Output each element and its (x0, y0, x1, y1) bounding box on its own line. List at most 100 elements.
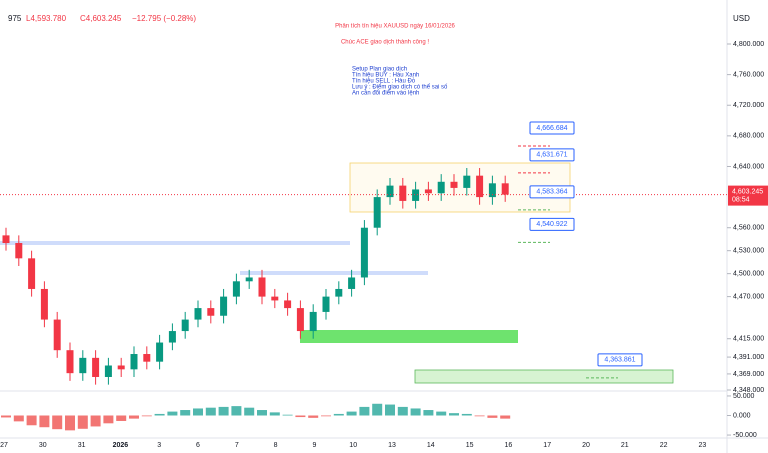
buy-zone (300, 330, 518, 343)
price-level-box (529, 185, 575, 199)
macd-bar (410, 408, 421, 416)
annotation-note: Tín hiệu BUY : Hàu Xanh (352, 73, 419, 79)
macd-bar (257, 410, 267, 416)
candle-body (437, 181, 445, 194)
candle-body (476, 175, 484, 198)
candle-body (168, 331, 176, 343)
last-price-label: 4,603.245 (732, 188, 763, 195)
macd-bar (487, 415, 498, 418)
candle-body (386, 185, 394, 198)
y-tick-label: 4,415.000 (733, 336, 764, 343)
ohlc-change: −12.795 (−0.28%) (132, 14, 196, 23)
macd-bar (154, 413, 165, 416)
candle-body (335, 288, 343, 297)
x-tick-label: 6 (196, 442, 200, 449)
candle-body (412, 189, 420, 201)
candle-body (463, 175, 471, 188)
macd-bar (77, 415, 88, 429)
candle-body (117, 365, 125, 370)
candle-body (360, 227, 368, 278)
candle-body (2, 235, 10, 244)
price-level-label: 4,363.861 (604, 357, 635, 364)
macd-bar (205, 407, 216, 416)
x-tick-label: 9 (312, 442, 316, 449)
y-tick-label: 4,530.000 (733, 248, 764, 255)
y-tick-label: 4,760.000 (733, 71, 764, 78)
last-price-tag (728, 185, 768, 206)
macd-bar (231, 406, 242, 416)
macd-bar (193, 408, 203, 416)
candle-body (28, 258, 36, 289)
macd-bar (65, 415, 75, 431)
macd-bar (423, 410, 434, 416)
candle-body (143, 354, 151, 362)
x-tick-label: 31 (78, 442, 86, 449)
macd-tick-label: -50.000 (733, 432, 757, 439)
candle-body (296, 308, 304, 332)
candle-body (92, 357, 100, 377)
macd-bar (218, 406, 229, 416)
macd-bar (397, 406, 408, 416)
x-tick-label: 8 (274, 442, 278, 449)
price-level-label: 4,583.364 (536, 189, 567, 196)
price-level-box (529, 217, 575, 231)
countdown-label: 08:54 (732, 196, 750, 203)
macd-bar (103, 415, 114, 424)
candle-body (79, 357, 87, 374)
macd-bar (474, 415, 485, 417)
x-tick-label: 15 (466, 442, 474, 449)
macd-tick-label: 50.000 (733, 393, 755, 400)
macd-bar (90, 415, 101, 427)
candle-body (104, 365, 112, 377)
ohlc-open: 975 (8, 14, 22, 23)
candle-body (450, 181, 458, 188)
price-level-box (529, 121, 575, 135)
macd-bar (269, 412, 280, 416)
x-tick-label: 17 (543, 442, 551, 449)
price-level-label: 4,666.684 (536, 125, 567, 132)
candle-body (181, 319, 189, 332)
candle-body (245, 277, 253, 282)
y-tick-label: 4,640.000 (733, 163, 764, 170)
macd-bar (244, 407, 255, 416)
macd-bar (308, 415, 319, 418)
price-level-label: 4,540.922 (536, 221, 567, 228)
macd-bar (167, 411, 178, 416)
macd-bar (116, 415, 127, 421)
resistance-line (240, 271, 428, 275)
candle-body (399, 185, 407, 201)
candle-body (194, 308, 202, 320)
macd-bar (13, 415, 24, 422)
currency[interactable]: USD (733, 14, 750, 23)
y-tick-label: 4,369.000 (733, 371, 764, 378)
candle-body (66, 350, 74, 374)
macd-bar (436, 411, 447, 416)
candle-body (15, 243, 23, 259)
candle-body (348, 277, 356, 289)
annotation-note: Lưu ý : Điểm giao dịch có thể sai số (352, 84, 448, 91)
macd-bar (333, 413, 344, 416)
x-tick-label: 23 (699, 442, 707, 449)
y-tick-label: 4,470.000 (733, 293, 764, 300)
candle-body (271, 296, 279, 301)
x-tick-label: 16 (505, 442, 513, 449)
macd-bar (295, 415, 306, 418)
y-tick-label: 4,500.000 (733, 270, 764, 277)
x-tick-label: 3 (157, 442, 161, 449)
y-tick-label: 4,348.000 (733, 387, 764, 394)
y-tick-label: 4,560.000 (733, 225, 764, 232)
macd-bar (449, 413, 459, 416)
candle-body (373, 197, 381, 228)
x-tick-label: 20 (582, 442, 590, 449)
x-tick-label: 14 (427, 442, 435, 449)
annotation-note: An cần đổi điểm vào lệnh (352, 90, 419, 97)
candle-body (232, 281, 240, 297)
ohlc-low: L4,593.780 (26, 14, 67, 23)
candle-body (309, 311, 317, 332)
candle-body (322, 296, 330, 312)
annotation-note: Tín hiệu SELL : Hàu Đỏ (352, 78, 416, 85)
candle-body (156, 342, 164, 362)
candle-body (424, 189, 432, 194)
macd-bar (461, 413, 472, 416)
macd-bar (141, 415, 152, 417)
